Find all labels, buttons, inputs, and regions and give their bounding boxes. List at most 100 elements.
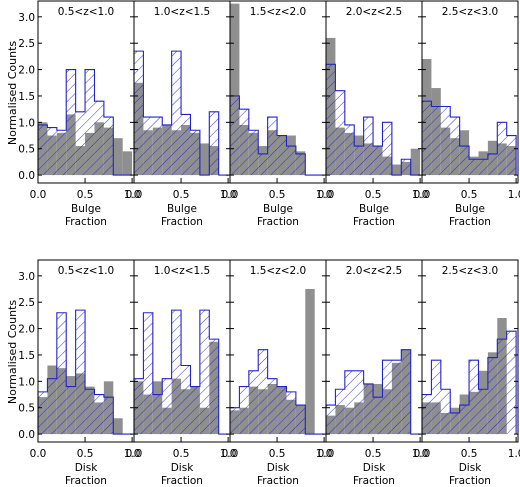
blue-hatch-bar — [295, 405, 306, 435]
blue-hatch-bar — [75, 310, 86, 435]
x-axis-label-line2: Fraction — [161, 475, 203, 487]
blue-hatch-bar — [422, 394, 432, 435]
gray-bar — [113, 138, 123, 176]
blue-hatch-bar — [66, 69, 76, 176]
x-tick-label: 1.0 — [412, 189, 429, 201]
x-axis-label-line1: Disk — [459, 462, 482, 474]
y-tick-label: 1.0 — [18, 376, 35, 388]
gray-bar — [230, 3, 240, 176]
redshift-label: 2.5<z<3.0 — [442, 6, 499, 18]
blue-hatch-bar — [134, 378, 144, 435]
x-axis-label-line2: Fraction — [65, 475, 107, 487]
x-axis-label-line2: Fraction — [449, 216, 491, 228]
x-tick-label: 0.0 — [318, 448, 335, 460]
blue-hatch-bar — [152, 394, 163, 435]
blue-hatch-bar — [373, 397, 383, 435]
y-tick-label: 2.5 — [18, 297, 35, 309]
x-axis-label-line1: Bulge — [167, 203, 197, 215]
redshift-label: 2.0<z<2.5 — [346, 265, 403, 277]
redshift-label: 1.5<z<2.0 — [250, 265, 307, 277]
x-tick-label: 1.0 — [220, 448, 237, 460]
y-tick-label: 1.0 — [18, 117, 35, 129]
x-tick-label: 1.0 — [412, 448, 429, 460]
x-tick-label: 1.0 — [220, 189, 237, 201]
x-axis-label-line1: Bulge — [263, 203, 293, 215]
blue-hatch-bar — [230, 407, 240, 435]
blue-hatch-bar — [267, 117, 278, 176]
blue-hatch-bar — [239, 386, 249, 435]
blue-hatch-bar — [363, 383, 374, 435]
blue-hatch-bar — [103, 117, 114, 176]
gray-bar — [305, 289, 315, 435]
blue-hatch-bar — [326, 64, 336, 176]
panel-r0-c0: 0.5<z<1.0 0.0 0.5 1.0 1.5 2.0 2.5 3.0 0.0 0.5 1.0 B… — [18, 0, 141, 228]
blue-hatch-bar — [190, 130, 200, 176]
blue-hatch-bar — [152, 117, 163, 176]
x-axis-label-line2: Fraction — [65, 216, 107, 228]
blue-hatch-bar — [171, 310, 182, 435]
x-axis-label-line1: Disk — [171, 462, 194, 474]
blue-hatch-bar — [56, 312, 67, 435]
x-axis-label-line1: Disk — [75, 462, 98, 474]
blue-hatch-bar — [267, 378, 278, 435]
blue-hatch-bar — [459, 405, 470, 435]
gray-bar — [199, 143, 210, 176]
x-axis-label-line2: Fraction — [257, 475, 299, 487]
blue-step-outline — [133, 50, 229, 176]
panel-frame — [421, 259, 519, 443]
blue-hatch-bar — [497, 122, 507, 176]
blue-hatch-bar — [47, 378, 57, 435]
x-tick-label: 0.5 — [77, 448, 94, 460]
x-tick-label: 1.0 — [124, 448, 141, 460]
blue-hatch-bar — [286, 391, 296, 435]
blue-hatch-bar — [181, 365, 191, 435]
x-tick-label: 1.0 — [316, 448, 333, 460]
bottom-row-y-axis-label: Normalised Counts — [6, 300, 19, 405]
gray-bar — [122, 151, 133, 176]
blue-hatch-bar — [209, 339, 219, 435]
blue-hatch-bar — [363, 117, 374, 176]
blue-hatch-bar — [286, 146, 296, 176]
x-tick-label: 1.0 — [508, 189, 520, 201]
blue-hatch-bar — [38, 391, 48, 435]
y-tick-label: 0.5 — [18, 144, 35, 156]
blue-hatch-bar — [162, 378, 172, 435]
blue-hatch-bar — [103, 397, 114, 435]
blue-hatch-bar — [401, 349, 411, 435]
blue-hatch-bar — [66, 386, 76, 435]
redshift-label: 1.0<z<1.5 — [154, 265, 211, 277]
blue-hatch-bar — [326, 405, 336, 435]
redshift-label: 2.5<z<3.0 — [442, 265, 499, 277]
blue-step-outline — [421, 100, 517, 176]
x-tick-label: 1.0 — [124, 189, 141, 201]
blue-hatch-bar — [56, 130, 67, 176]
blue-hatch-bar — [248, 130, 259, 176]
blue-hatch-bar — [209, 111, 219, 176]
x-tick-label: 0.0 — [222, 189, 239, 201]
x-axis-label-line2: Fraction — [449, 475, 491, 487]
x-tick-label: 0.5 — [173, 189, 190, 201]
y-tick-label: 0.0 — [18, 429, 35, 441]
blue-hatch-bar — [335, 389, 345, 435]
x-tick-label: 0.5 — [365, 448, 382, 460]
blue-hatch-bar — [459, 146, 470, 176]
blue-step-outline — [325, 349, 421, 435]
x-tick-label: 0.0 — [222, 448, 239, 460]
blue-hatch-bar — [162, 124, 172, 176]
x-tick-label: 1.0 — [316, 189, 333, 201]
blue-hatch-bar — [440, 106, 451, 176]
blue-hatch-bar — [258, 153, 268, 176]
y-tick-label: 2.0 — [18, 65, 35, 77]
blue-step-outline — [229, 95, 325, 176]
y-tick-label: 2.5 — [18, 38, 35, 50]
x-tick-label: 0.0 — [30, 189, 47, 201]
blue-hatch-bar — [199, 310, 210, 435]
blue-hatch-bar — [391, 360, 402, 435]
blue-hatch-bar — [75, 111, 86, 176]
blue-hatch-bar — [431, 106, 441, 176]
x-tick-label: 0.5 — [461, 189, 478, 201]
y-tick-label: 2.0 — [18, 324, 35, 336]
